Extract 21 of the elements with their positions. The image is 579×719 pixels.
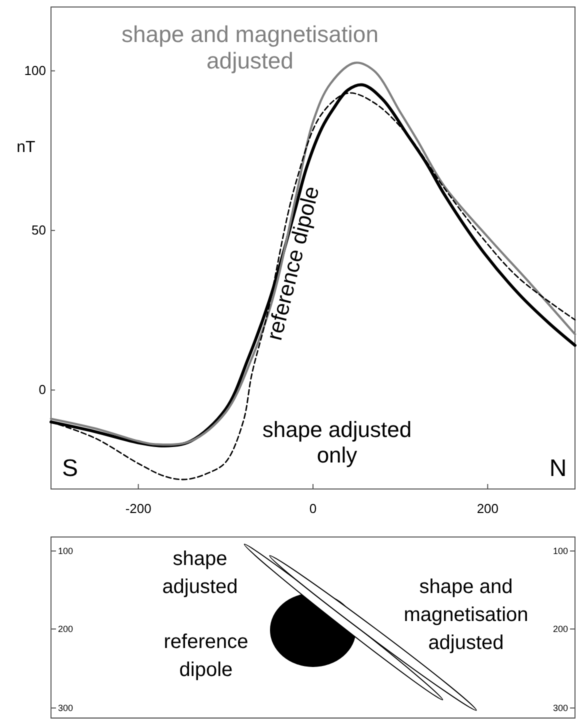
- text: 100: [58, 546, 74, 556]
- annotation: reference dipole: [262, 184, 324, 343]
- annotation: N: [549, 455, 567, 482]
- text: 100: [552, 546, 568, 556]
- y-tick-label: 0: [38, 382, 46, 398]
- text: shape and magnetisation adjusted: [404, 576, 528, 654]
- y-tick-label: 100: [24, 62, 46, 78]
- text: 200: [58, 624, 74, 634]
- annotation: shape adjusted only: [262, 417, 412, 468]
- text: reference dipole: [164, 631, 248, 681]
- text: shape adjusted: [162, 548, 238, 598]
- annotation: shape and magnetisation adjusted: [121, 21, 379, 74]
- x-tick-label: 200: [476, 501, 499, 516]
- y-tick-label: 50: [32, 222, 46, 238]
- x-tick-label: -200: [125, 501, 152, 516]
- y-axis-title: nT: [16, 139, 36, 156]
- x-tick-label: 0: [309, 501, 317, 516]
- text: 200: [552, 624, 568, 634]
- annotation: S: [62, 455, 78, 482]
- text: 300: [552, 703, 568, 713]
- text: 300: [58, 703, 74, 713]
